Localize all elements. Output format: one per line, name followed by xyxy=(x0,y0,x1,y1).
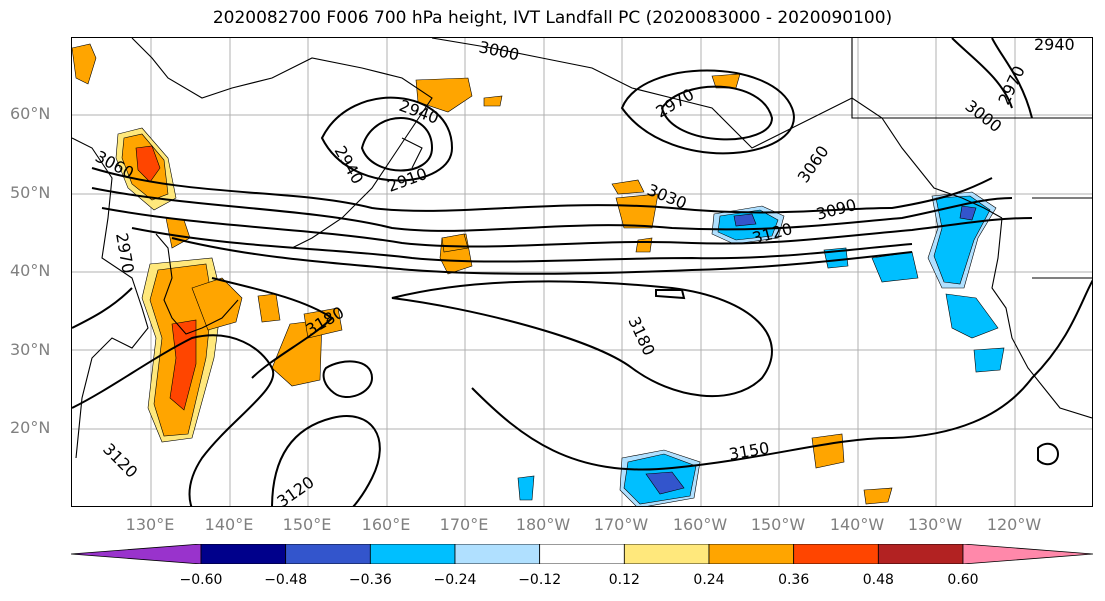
gridlines xyxy=(72,38,1092,506)
contour-label: 3150 xyxy=(727,438,770,464)
colorbar-tick-label: 0.36 xyxy=(778,572,810,588)
colorbar-tick-label: 0.48 xyxy=(862,572,894,588)
colorbar xyxy=(71,544,1093,564)
colorbar-segment xyxy=(708,544,795,564)
lat-label: 40°N xyxy=(10,261,51,280)
height-contours xyxy=(72,38,1092,506)
colorbar-tick-label: −0.48 xyxy=(264,572,308,588)
colorbar-segment xyxy=(793,544,879,564)
lon-label: 170°W xyxy=(593,515,649,534)
colorbar-tick-label: −0.36 xyxy=(348,572,392,588)
ivt-shading xyxy=(72,43,1005,506)
colorbar-extend-right xyxy=(962,544,1093,564)
colorbar-segment xyxy=(877,544,964,564)
lat-label: 50°N xyxy=(10,183,51,202)
lon-label: 130°W xyxy=(907,515,963,534)
colorbar-tick-label: −0.60 xyxy=(179,572,223,588)
map-title: 2020082700 F006 700 hPa height, IVT Land… xyxy=(212,8,893,28)
contour-label: 3180 xyxy=(624,314,658,359)
lon-label: 160°E xyxy=(361,515,411,534)
lon-label: 140°W xyxy=(829,515,885,534)
contour-label: 3000 xyxy=(477,38,521,64)
colorbar-segment xyxy=(623,544,710,564)
lat-label: 30°N xyxy=(10,340,51,359)
lon-label: 120°W xyxy=(986,515,1042,534)
colorbar-tick-label: −0.12 xyxy=(518,572,562,588)
map-panel: 3000 2940 2910 2940 2970 3060 3030 3090 … xyxy=(71,37,1093,507)
coastlines xyxy=(72,38,1092,459)
lon-label: 150°W xyxy=(750,515,806,534)
lon-label: 130°E xyxy=(125,515,175,534)
colorbar-segment xyxy=(539,544,625,564)
lat-label: 20°N xyxy=(10,418,51,437)
map-canvas: 3000 2940 2910 2940 2970 3060 3030 3090 … xyxy=(72,38,1092,507)
colorbar-tick-label: 0.24 xyxy=(693,572,725,588)
contour-label: 2940 xyxy=(1034,38,1075,54)
colorbar-tick-label: 0.60 xyxy=(947,572,979,588)
contour-label: 3120 xyxy=(99,439,141,481)
colorbar-segment xyxy=(454,544,541,564)
lon-label: 180°W xyxy=(515,515,571,534)
contour-label: 3120 xyxy=(273,472,317,507)
colorbar-segment xyxy=(369,544,456,564)
colorbar-extend-left xyxy=(71,544,202,564)
colorbar-segment xyxy=(200,544,287,564)
lat-label: 60°N xyxy=(10,104,51,123)
lon-label: 160°W xyxy=(672,515,728,534)
contour-label: 2970 xyxy=(112,231,138,274)
colorbar-tick-label: −0.24 xyxy=(433,572,477,588)
lon-label: 170°E xyxy=(439,515,489,534)
lon-label: 140°E xyxy=(204,515,254,534)
contour-label: 3090 xyxy=(814,195,858,224)
contour-label: 3060 xyxy=(794,142,833,186)
colorbar-tick-label: 0.12 xyxy=(608,572,640,588)
colorbar-segment xyxy=(285,544,371,564)
contour-label: 2970 xyxy=(653,85,698,122)
lon-label: 150°E xyxy=(282,515,332,534)
